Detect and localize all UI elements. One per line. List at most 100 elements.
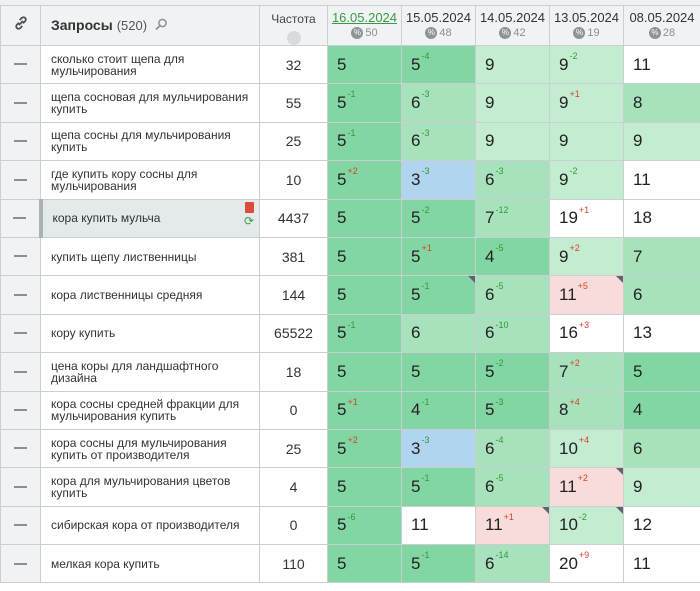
minus-icon[interactable] — [14, 370, 27, 373]
table-row[interactable]: кору купить 65522 5-1 6 6-10 16+3 13 — [0, 313, 700, 354]
position-cell[interactable]: 5+2 — [327, 160, 402, 200]
minus-icon[interactable] — [14, 332, 27, 335]
position-cell[interactable]: 5-1 — [401, 467, 476, 507]
position-cell[interactable]: 5-1 — [401, 544, 476, 584]
row-toggle-cell[interactable] — [0, 352, 41, 392]
table-row[interactable]: кора лиственницы средняя 144 5 5-1 6-5 11+5 6 — [0, 275, 700, 315]
table-row[interactable]: цена коры для ландшафтного дизайна 18 5 5 5-… — [0, 352, 700, 392]
query-cell[interactable]: кору купить — [40, 313, 260, 354]
position-cell[interactable]: 11+1 — [475, 505, 550, 546]
position-cell[interactable]: 10-2 — [549, 505, 624, 546]
position-cell[interactable]: 16+3 — [549, 313, 624, 354]
position-cell[interactable]: 9+1 — [549, 83, 624, 123]
position-cell[interactable]: 12 — [623, 505, 700, 546]
link-icon[interactable] — [13, 15, 29, 31]
table-row[interactable]: мелкая кора купить 110 5 5-1 6-14 20+9 11 — [0, 544, 700, 584]
position-cell[interactable]: 9 — [623, 467, 700, 507]
query-cell[interactable]: сколько стоит щепа для мульчирования — [40, 44, 260, 85]
date-column-header-2[interactable]: 14.05.2024 % 42 — [475, 5, 550, 46]
position-cell[interactable]: 5+2 — [327, 428, 402, 469]
query-cell[interactable]: сибирская кора от производителя — [40, 505, 260, 546]
row-toggle-cell[interactable] — [0, 467, 41, 507]
date-label[interactable]: 13.05.2024 — [553, 10, 620, 25]
position-cell[interactable]: 6-4 — [475, 428, 550, 469]
row-toggle-cell[interactable] — [0, 160, 41, 200]
position-cell[interactable]: 10+4 — [549, 428, 624, 469]
row-toggle-cell[interactable] — [0, 428, 41, 469]
position-cell[interactable]: 9 — [623, 121, 700, 162]
position-cell[interactable]: 7+2 — [549, 352, 624, 392]
minus-icon[interactable] — [14, 101, 27, 104]
position-cell[interactable]: 11 — [623, 44, 700, 85]
position-cell[interactable]: 11 — [623, 160, 700, 200]
position-cell[interactable]: 5 — [327, 467, 402, 507]
position-cell[interactable]: 4-5 — [475, 236, 550, 277]
position-cell[interactable]: 9 — [475, 121, 550, 162]
position-cell[interactable]: 5-3 — [475, 390, 550, 430]
position-cell[interactable]: 9-2 — [549, 44, 624, 85]
position-cell[interactable]: 9 — [475, 83, 550, 123]
row-toggle-cell[interactable] — [0, 544, 41, 584]
position-cell[interactable]: 6-10 — [475, 313, 550, 354]
minus-icon[interactable] — [14, 524, 27, 527]
position-cell[interactable]: 11+2 — [549, 467, 624, 507]
date-column-header-3[interactable]: 13.05.2024 % 19 — [549, 5, 624, 46]
queries-column-header[interactable]: Запросы (520) — [40, 5, 260, 46]
position-cell[interactable]: 5 — [623, 352, 700, 392]
query-cell[interactable]: где купить кору сосны для мульчирования — [40, 160, 260, 200]
position-cell[interactable]: 5 — [327, 44, 402, 85]
position-cell[interactable]: 5-1 — [327, 83, 402, 123]
position-cell[interactable]: 6-3 — [475, 160, 550, 200]
position-cell[interactable]: 6-3 — [401, 121, 476, 162]
position-cell[interactable]: 9-2 — [549, 160, 624, 200]
refresh-icon[interactable]: ⟳ — [243, 213, 255, 228]
position-cell[interactable]: 5-6 — [327, 505, 402, 546]
row-toggle-cell[interactable] — [0, 236, 41, 277]
query-cell[interactable]: мелкая кора купить — [40, 544, 260, 584]
position-cell[interactable]: 6-3 — [401, 83, 476, 123]
frequency-column-header[interactable]: Частота — [259, 5, 328, 46]
position-cell[interactable]: 5 — [327, 544, 402, 584]
position-cell[interactable]: 6 — [623, 428, 700, 469]
position-cell[interactable]: 6-14 — [475, 544, 550, 584]
query-cell[interactable]: цена коры для ландшафтного дизайна — [40, 352, 260, 392]
date-label[interactable]: 14.05.2024 — [479, 10, 546, 25]
position-cell[interactable]: 5 — [327, 198, 402, 238]
query-cell[interactable]: щепа сосны для мульчирования купить — [40, 121, 260, 162]
minus-icon[interactable] — [14, 293, 27, 296]
position-cell[interactable]: 8 — [623, 83, 700, 123]
table-row[interactable]: сибирская кора от производителя 0 5-6 11 11+… — [0, 505, 700, 546]
position-cell[interactable]: 9 — [549, 121, 624, 162]
position-cell[interactable]: 5+1 — [401, 236, 476, 277]
position-cell[interactable]: 11+5 — [549, 275, 624, 315]
position-cell[interactable]: 19+1 — [549, 198, 624, 238]
row-toggle-cell[interactable] — [0, 313, 41, 354]
table-row[interactable]: кора купить мульча ⟳ 4437 5 5-2 7-12 19+1 18 — [0, 198, 700, 238]
position-cell[interactable]: 5-1 — [401, 275, 476, 315]
position-cell[interactable]: 5 — [327, 236, 402, 277]
query-cell[interactable]: кора сосны средней фракции для мульчиров… — [40, 390, 260, 430]
position-cell[interactable]: 18 — [623, 198, 700, 238]
position-cell[interactable]: 5-1 — [327, 313, 402, 354]
query-cell[interactable]: купить щепу лиственницы — [40, 236, 260, 277]
table-row[interactable]: купить щепу лиственницы 381 5 5+1 4-5 9+2 7 — [0, 236, 700, 277]
minus-icon[interactable] — [13, 217, 27, 220]
row-toggle-cell[interactable] — [0, 390, 41, 430]
trash-icon[interactable] — [244, 201, 254, 213]
table-row[interactable]: щепа сосновая для мульчирования купить 55… — [0, 83, 700, 123]
position-cell[interactable]: 9+2 — [549, 236, 624, 277]
date-label[interactable]: 15.05.2024 — [405, 10, 472, 25]
position-cell[interactable]: 4-1 — [401, 390, 476, 430]
link-column-header[interactable] — [0, 5, 41, 46]
query-cell[interactable]: кора купить мульча ⟳ — [38, 198, 260, 238]
position-cell[interactable]: 6 — [623, 275, 700, 315]
position-cell[interactable]: 4 — [623, 390, 700, 430]
position-cell[interactable]: 5 — [327, 352, 402, 392]
row-toggle-cell[interactable] — [0, 275, 41, 315]
row-toggle-cell[interactable] — [0, 83, 41, 123]
position-cell[interactable]: 5-4 — [401, 44, 476, 85]
position-cell[interactable]: 11 — [623, 544, 700, 584]
position-cell[interactable]: 3-3 — [401, 160, 476, 200]
date-column-header-4[interactable]: 08.05.2024 % 28 — [623, 5, 700, 46]
position-cell[interactable]: 7-12 — [475, 198, 550, 238]
